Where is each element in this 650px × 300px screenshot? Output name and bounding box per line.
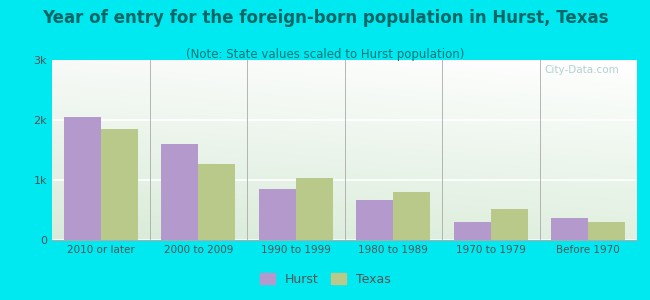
Text: City-Data.com: City-Data.com	[545, 65, 619, 75]
Bar	[588, 222, 625, 240]
Bar	[259, 189, 296, 240]
Bar	[101, 129, 138, 240]
Text: Year of entry for the foreign-born population in Hurst, Texas: Year of entry for the foreign-born popul…	[42, 9, 608, 27]
Bar	[491, 209, 528, 240]
Bar	[454, 222, 491, 240]
Bar	[198, 164, 235, 240]
Text: (Note: State values scaled to Hurst population): (Note: State values scaled to Hurst popu…	[186, 48, 464, 61]
Bar	[356, 200, 393, 240]
Bar	[551, 218, 588, 240]
Bar	[393, 192, 430, 240]
Legend: Hurst, Texas: Hurst, Texas	[255, 268, 395, 291]
Bar	[296, 178, 333, 240]
Bar	[64, 117, 101, 240]
Bar	[161, 144, 198, 240]
